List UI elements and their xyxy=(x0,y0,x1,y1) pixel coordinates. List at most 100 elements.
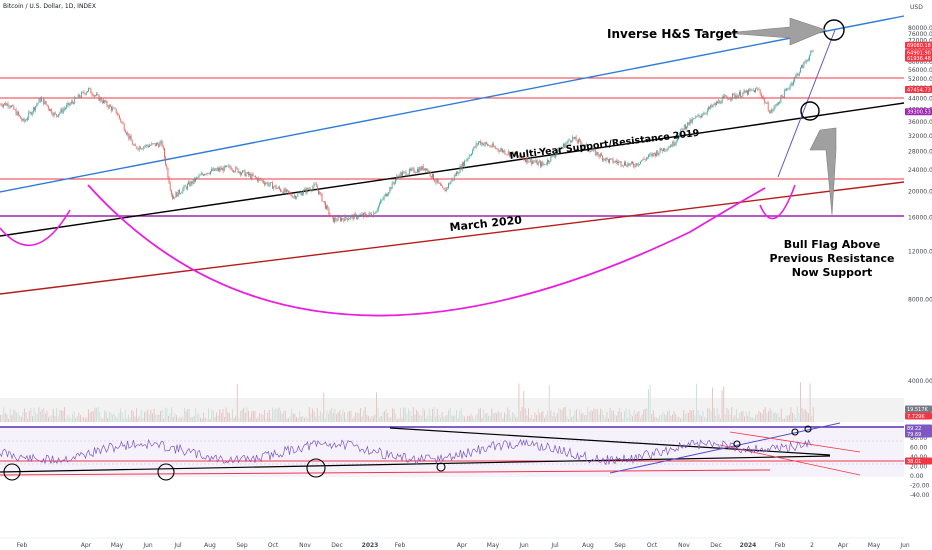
candle xyxy=(266,181,268,185)
volume-bar xyxy=(558,408,560,422)
candle xyxy=(311,189,313,193)
candle xyxy=(252,171,254,177)
candle xyxy=(313,181,315,190)
candle xyxy=(739,89,740,97)
volume-bar xyxy=(531,415,533,422)
volume-bar xyxy=(12,409,14,422)
volume-bar xyxy=(500,412,502,422)
volume-bar xyxy=(553,412,555,422)
candle xyxy=(741,95,743,99)
volume-bar xyxy=(318,415,320,422)
volume-bar xyxy=(204,418,206,422)
candle xyxy=(300,191,302,196)
volume-bar xyxy=(451,415,453,422)
candle xyxy=(192,178,194,185)
volume-bar xyxy=(89,412,91,422)
candle xyxy=(243,170,245,173)
candle xyxy=(518,155,520,158)
volume-bar xyxy=(83,416,85,422)
volume-bar xyxy=(579,409,581,422)
y-tick-label: 72000.00 xyxy=(908,37,932,44)
candle xyxy=(137,148,139,151)
volume-bar xyxy=(104,410,105,422)
candle xyxy=(725,94,727,97)
symbol-title[interactable]: Bitcoin / U.S. Dollar, 1D, INDEX xyxy=(3,3,96,10)
candle xyxy=(803,61,805,69)
candle xyxy=(349,218,350,220)
time-scale[interactable] xyxy=(0,538,932,550)
candle xyxy=(463,161,464,168)
volume-bar xyxy=(203,412,205,422)
candle xyxy=(120,117,122,123)
volume-bar xyxy=(715,415,717,422)
candle xyxy=(276,187,278,189)
candle xyxy=(306,187,308,195)
volume-bar xyxy=(198,414,200,422)
candle xyxy=(491,141,493,149)
volume-bar xyxy=(724,415,726,422)
candle xyxy=(107,104,109,110)
left-cup-arc xyxy=(0,209,71,246)
candle xyxy=(198,173,200,180)
value-badge: 19.517K xyxy=(905,405,932,413)
volume-bar xyxy=(603,414,605,422)
candle xyxy=(415,171,417,173)
volume-bar xyxy=(540,411,542,422)
candle xyxy=(299,190,301,195)
volume-bar xyxy=(235,415,237,422)
volume-bar xyxy=(708,407,710,422)
volume-bar xyxy=(638,411,640,422)
volume-bar xyxy=(158,414,160,422)
volume-bar xyxy=(115,416,117,422)
candle xyxy=(405,169,407,178)
volume-bar xyxy=(262,414,264,422)
volume-bar xyxy=(356,412,358,422)
candle xyxy=(386,193,387,197)
candle xyxy=(129,134,131,141)
volume-bar xyxy=(729,414,731,422)
candle xyxy=(490,145,492,148)
candle xyxy=(634,163,636,169)
volume-bar xyxy=(796,407,798,422)
candle xyxy=(310,187,311,192)
x-tick-label: Jun xyxy=(899,542,910,549)
candle xyxy=(157,142,158,146)
candle xyxy=(23,117,25,124)
rsi-tick-label: 0.00 xyxy=(910,473,924,480)
volume-bar xyxy=(550,409,552,422)
candle xyxy=(70,99,72,105)
candle xyxy=(413,166,415,174)
candle xyxy=(437,179,439,185)
volume-bar xyxy=(470,413,472,422)
candle xyxy=(31,111,33,117)
candle xyxy=(21,117,23,122)
volume-bar xyxy=(379,417,381,422)
volume-bar xyxy=(636,412,638,422)
volume-bar xyxy=(771,410,773,422)
volume-bar xyxy=(73,411,75,422)
candle xyxy=(13,104,15,110)
candle xyxy=(281,189,283,193)
volume-bar xyxy=(616,415,617,422)
candle xyxy=(425,168,426,173)
volume-bar xyxy=(227,411,229,422)
candle xyxy=(726,95,728,98)
y-tick-label: 36000.00 xyxy=(908,119,932,126)
candle xyxy=(750,87,752,93)
volume-bar xyxy=(572,415,574,422)
bull-flag-label-2: Previous Resistance xyxy=(770,252,895,265)
candle xyxy=(629,163,631,167)
volume-bar xyxy=(657,418,659,422)
volume-bar xyxy=(617,411,619,422)
candle xyxy=(754,90,755,93)
candle xyxy=(662,149,663,154)
volume-bar xyxy=(100,417,102,422)
candle xyxy=(584,144,586,149)
candle xyxy=(520,153,522,158)
x-tick-label: Jun xyxy=(142,542,153,549)
candle xyxy=(359,213,361,216)
candle xyxy=(327,204,329,211)
candle xyxy=(652,152,654,158)
svg-text:79.69: 79.69 xyxy=(907,432,921,438)
